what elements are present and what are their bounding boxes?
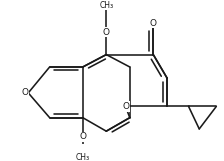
Text: O: O [21, 88, 28, 97]
Text: O: O [122, 102, 129, 111]
Text: O: O [150, 19, 157, 28]
Text: CH₃: CH₃ [76, 153, 90, 161]
Text: O: O [103, 28, 110, 37]
Text: O: O [79, 132, 86, 141]
Text: CH₃: CH₃ [99, 0, 113, 9]
